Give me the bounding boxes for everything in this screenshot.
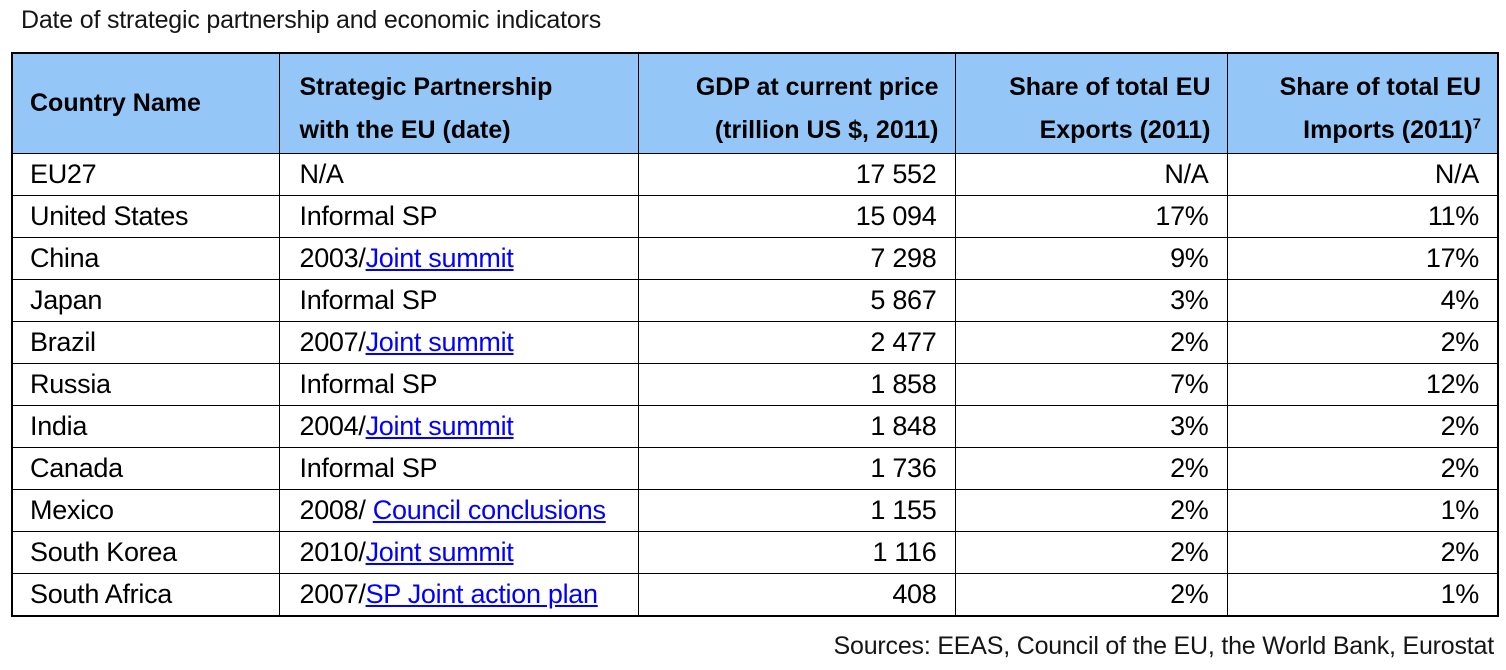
partnership-link[interactable]: SP Joint action plan xyxy=(365,578,598,609)
exports-cell: 3% xyxy=(954,405,1228,448)
exports-cell: 9% xyxy=(954,237,1228,280)
footnote-marker: 7 xyxy=(1472,115,1481,133)
column-header-line: Share of total EU xyxy=(1009,73,1211,101)
gdp-cell: 7 298 xyxy=(637,237,956,280)
exports-cell: 2% xyxy=(954,489,1228,532)
table-row: Canada Informal SP 1 736 2% 2% xyxy=(11,447,1499,490)
imports-cell: 1% xyxy=(1226,573,1499,616)
column-header-line: Exports (2011) xyxy=(1039,116,1211,144)
column-header-imports: Share of total EU Imports (2011)7 xyxy=(1226,52,1499,154)
country-cell: China xyxy=(11,237,280,280)
imports-cell: 11% xyxy=(1226,195,1499,238)
country-cell: Japan xyxy=(11,279,280,322)
country-cell: Brazil xyxy=(11,321,280,364)
gdp-cell: 15 094 xyxy=(637,195,956,238)
partnership-cell: Informal SP xyxy=(278,195,639,238)
gdp-cell: 17 552 xyxy=(637,153,956,196)
gdp-cell: 1 155 xyxy=(637,489,956,532)
column-header-line: with the EU (date) xyxy=(299,116,511,144)
imports-cell: 2% xyxy=(1226,321,1499,364)
table-row: EU27 N/A 17 552 N/A N/A xyxy=(11,153,1499,196)
column-header-exports: Share of total EU Exports (2011) xyxy=(954,52,1228,154)
column-header-line: Imports (2011)7 xyxy=(1303,115,1481,144)
column-header-country: Country Name xyxy=(11,52,280,154)
imports-cell: N/A xyxy=(1226,153,1499,196)
column-header-gdp: GDP at current price (trillion US $, 2011… xyxy=(637,52,956,154)
imports-cell: 2% xyxy=(1226,447,1499,490)
exports-cell: 17% xyxy=(954,195,1228,238)
sources-note: Sources: EEAS, Council of the EU, the Wo… xyxy=(833,632,1495,660)
exports-cell: 2% xyxy=(954,321,1228,364)
imports-cell: 4% xyxy=(1226,279,1499,322)
table-body: EU27 N/A 17 552 N/A N/A United States Informal… xyxy=(11,153,1499,616)
table-row: South Korea 2010/Joint summit 1 116 2% 2% xyxy=(11,531,1499,574)
table-row: Mexico 2008/ Council conclusions 1 155 2% 1% xyxy=(11,489,1499,532)
table-header: Country Name Strategic Partnership with th… xyxy=(11,52,1499,154)
imports-cell: 2% xyxy=(1226,405,1499,448)
exports-cell: 2% xyxy=(954,447,1228,490)
country-cell: United States xyxy=(11,195,280,238)
gdp-cell: 2 477 xyxy=(637,321,956,364)
imports-cell: 1% xyxy=(1226,489,1499,532)
table-row: South Africa 2007/SP Joint action plan 408… xyxy=(11,573,1499,616)
country-cell: South Africa xyxy=(11,573,280,616)
partnership-cell: Informal SP xyxy=(278,363,639,406)
partnership-cell: Informal SP xyxy=(278,279,639,322)
header-row: Country Name Strategic Partnership with th… xyxy=(11,52,1499,154)
country-cell: Mexico xyxy=(11,489,280,532)
partnership-link[interactable]: Joint summit xyxy=(365,537,514,567)
gdp-cell: 408 xyxy=(637,573,956,616)
table-row: United States Informal SP 15 094 17% 11% xyxy=(11,195,1499,238)
partnership-cell: 2010/Joint summit xyxy=(278,531,639,574)
column-header-line: Share of total EU xyxy=(1279,73,1481,101)
gdp-cell: 1 736 xyxy=(637,447,956,490)
imports-cell: 17% xyxy=(1226,237,1499,280)
column-header-line: (trillion US $, 2011) xyxy=(714,116,939,144)
gdp-cell: 1 848 xyxy=(637,405,956,448)
imports-cell: 12% xyxy=(1226,363,1499,406)
partnership-cell: Informal SP xyxy=(278,447,639,490)
country-cell: South Korea xyxy=(11,531,280,574)
country-cell: Russia xyxy=(11,363,280,406)
partnership-link[interactable]: Joint summit xyxy=(365,327,514,357)
column-header-line: Strategic Partnership xyxy=(299,73,553,101)
country-cell: India xyxy=(11,405,280,448)
partnership-indicators-table: Country Name Strategic Partnership with th… xyxy=(11,52,1499,617)
partnership-link[interactable]: Council conclusions xyxy=(372,495,606,525)
gdp-cell: 5 867 xyxy=(637,279,956,322)
exports-cell: N/A xyxy=(954,153,1228,196)
partnership-link[interactable]: Joint summit xyxy=(365,243,514,273)
table-row: Russia Informal SP 1 858 7% 12% xyxy=(11,363,1499,406)
exports-cell: 2% xyxy=(954,573,1228,616)
table-row: Japan Informal SP 5 867 3% 4% xyxy=(11,279,1499,322)
partnership-cell: 2004/Joint summit xyxy=(278,405,639,448)
exports-cell: 2% xyxy=(954,531,1228,574)
gdp-cell: 1 858 xyxy=(637,363,956,406)
partnership-cell: 2007/Joint summit xyxy=(278,321,639,364)
exports-cell: 3% xyxy=(954,279,1228,322)
partnership-cell: 2008/ Council conclusions xyxy=(278,489,639,532)
exports-cell: 7% xyxy=(954,363,1228,406)
page-title: Date of strategic partnership and econom… xyxy=(21,6,601,34)
table-row: Brazil 2007/Joint summit 2 477 2% 2% xyxy=(11,321,1499,364)
table-row: India 2004/Joint summit 1 848 3% 2% xyxy=(11,405,1499,448)
country-cell: EU27 xyxy=(11,153,280,196)
imports-cell: 2% xyxy=(1226,531,1499,574)
column-header-line: GDP at current price xyxy=(695,73,939,101)
partnership-link[interactable]: Joint summit xyxy=(365,411,514,441)
table-row: China 2003/Joint summit 7 298 9% 17% xyxy=(11,237,1499,280)
country-cell: Canada xyxy=(11,447,280,490)
partnership-cell: N/A xyxy=(278,153,639,196)
partnership-cell: 2003/Joint summit xyxy=(278,237,639,280)
column-header-line: Country Name xyxy=(30,88,201,117)
column-header-partnership: Strategic Partnership with the EU (date) xyxy=(278,52,639,154)
gdp-cell: 1 116 xyxy=(637,531,956,574)
partnership-cell: 2007/SP Joint action plan xyxy=(278,573,639,616)
